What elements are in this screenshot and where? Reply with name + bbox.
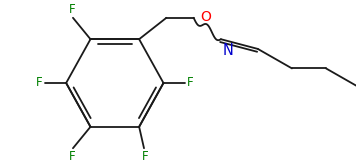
Text: O: O <box>200 10 211 24</box>
Text: F: F <box>69 3 75 16</box>
Text: F: F <box>36 77 43 89</box>
Text: N: N <box>223 43 234 58</box>
Text: F: F <box>187 77 193 89</box>
Text: F: F <box>142 150 148 163</box>
Text: F: F <box>69 150 75 163</box>
